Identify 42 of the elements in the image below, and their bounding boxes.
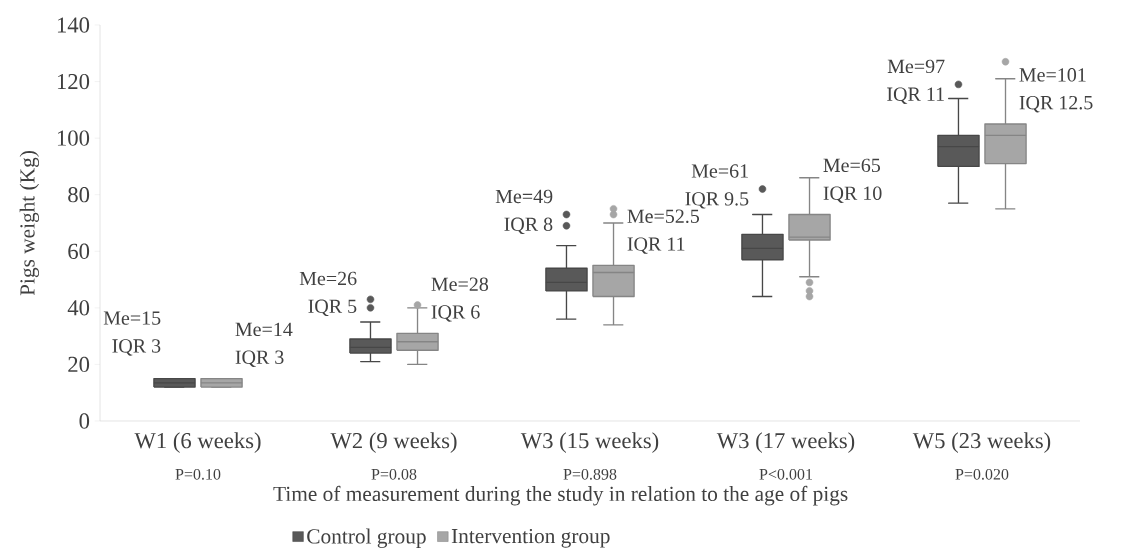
y-tick-label: 100 (57, 130, 90, 146)
y-tick-label: 80 (68, 187, 90, 203)
annotation: IQR 6 (431, 305, 480, 322)
annotation: IQR 10 (823, 186, 882, 203)
x-tick-label: W2 (9 weeks) (330, 432, 457, 453)
annotation: Me=26 (299, 271, 357, 286)
annotation: IQR 9.5 (685, 192, 749, 209)
annotation: Me=97 (887, 59, 945, 74)
annotation: Me=14 (235, 322, 293, 337)
annotation: Me=28 (431, 277, 489, 291)
y-tick-label: 40 (67, 300, 90, 316)
annotation: Me=52.5 (627, 209, 700, 224)
annotation: IQR 5 (308, 299, 357, 317)
text: P=0.898 (563, 468, 617, 480)
x-tick-label: W3 (17 weeks) (716, 432, 855, 453)
annotation: IQR 11 (627, 237, 685, 254)
x-tick-label: W1 (6 weeks) (134, 432, 261, 453)
x-tick-label: W5 (23 weeks) (912, 432, 1051, 453)
annotation: IQR 8 (504, 217, 553, 235)
x-axis-title: Time of measurement during the study in relation to the age of pigs (273, 485, 848, 506)
annotation: IQR 3 (235, 350, 284, 367)
annotation: IQR 11 (887, 87, 944, 104)
annotation: IQR 12.5 (1019, 95, 1093, 113)
text: P<0.001 (759, 468, 812, 480)
text: P=0.10 (175, 468, 221, 480)
legend-label: Intervention group (451, 528, 610, 548)
y-tick-label: 0 (79, 413, 90, 429)
annotation: Me=101 (1019, 68, 1086, 82)
annotation: Me=15 (103, 311, 161, 325)
y-tick-label: 60 (68, 243, 90, 259)
annotation: IQR 3 (112, 339, 161, 356)
annotation: Me=61 (691, 164, 748, 178)
legend-label: Control group (307, 528, 426, 548)
y-axis-title: Pigs weight (Kg) (19, 151, 40, 296)
text: P=0.08 (371, 468, 417, 480)
text: P=0.020 (955, 468, 1009, 480)
annotation: Me=65 (823, 158, 881, 173)
y-tick-label: 120 (57, 73, 90, 90)
y-tick-label: 20 (68, 356, 90, 373)
x-tick-label: W3 (15 weeks) (520, 432, 659, 453)
annotation: Me=49 (495, 189, 553, 204)
y-tick-label: 140 (57, 17, 90, 33)
